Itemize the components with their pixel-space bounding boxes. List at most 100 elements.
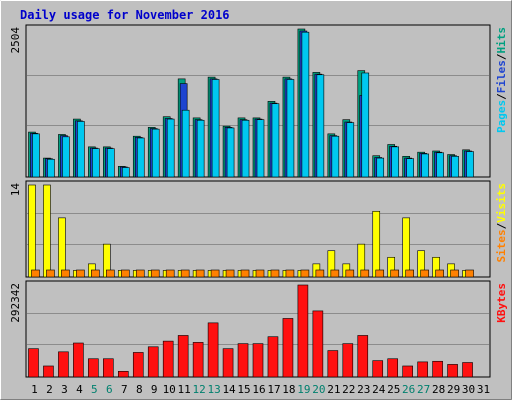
- bar-sites: [61, 269, 70, 278]
- bar-pages: [346, 122, 355, 178]
- bar-pages: [211, 79, 220, 178]
- bar-pages: [181, 109, 190, 178]
- bar-visits: [402, 217, 410, 278]
- bar-kbytes: [88, 358, 99, 378]
- bar-kbytes: [282, 318, 294, 378]
- chart-title: Daily usage for November 2016: [20, 8, 230, 22]
- day-label: 28: [432, 383, 445, 396]
- bar-sites: [435, 269, 444, 278]
- bar-pages: [376, 157, 385, 178]
- bar-kbytes: [327, 350, 339, 378]
- bar-visits: [58, 217, 66, 278]
- bar-kbytes: [28, 348, 39, 378]
- bar-pages: [256, 119, 265, 178]
- bar-pages: [466, 151, 474, 178]
- day-label: 2: [46, 383, 53, 396]
- bar-sites: [360, 269, 370, 278]
- day-label: 26: [402, 383, 415, 396]
- bar-sites: [450, 269, 459, 278]
- bar-kbytes: [342, 343, 354, 378]
- day-label: 24: [372, 383, 386, 396]
- day-label: 19: [297, 383, 310, 396]
- bar-kbytes: [267, 336, 279, 378]
- day-label: 7: [121, 383, 128, 396]
- bar-kbytes: [58, 351, 69, 378]
- bar-sites: [255, 269, 265, 278]
- bar-pages: [77, 121, 85, 178]
- bar-sites: [225, 269, 235, 278]
- legend-kbytes: KBytes: [495, 283, 508, 323]
- bar-kbytes: [447, 364, 458, 378]
- day-label: 30: [462, 383, 475, 396]
- bar-pages: [241, 119, 250, 178]
- legend-files: Files: [495, 60, 508, 93]
- bar-sites: [285, 269, 295, 278]
- bar-sites: [465, 269, 474, 278]
- bar-kbytes: [117, 371, 129, 378]
- day-label: 20: [312, 383, 325, 396]
- bar-kbytes: [222, 348, 234, 378]
- bar-pages: [226, 127, 235, 178]
- legend-visits: Visits: [495, 183, 508, 223]
- bar-sites: [106, 269, 115, 278]
- bar-sites: [270, 269, 280, 278]
- panel-2-max-label: 292342: [9, 283, 22, 323]
- legend-separator: /: [495, 93, 508, 100]
- day-label: 23: [357, 383, 370, 396]
- bar-kbytes: [387, 358, 399, 378]
- panel-2-legend: KBytes: [495, 283, 508, 323]
- bar-kbytes: [297, 284, 309, 378]
- bar-kbytes: [162, 340, 174, 378]
- day-label: 29: [447, 383, 460, 396]
- bar-kbytes: [192, 342, 204, 378]
- bar-pages: [107, 148, 115, 178]
- bar-sites: [300, 269, 310, 278]
- bar-kbytes: [237, 343, 249, 378]
- bar-pages: [451, 156, 459, 178]
- panel-1-legend: Sites/Visits: [495, 183, 508, 263]
- bar-sites: [180, 269, 190, 278]
- bar-pages: [301, 31, 310, 178]
- bar-visits: [43, 184, 51, 278]
- bar-pages: [286, 79, 295, 178]
- bar-pages: [121, 167, 130, 178]
- bar-pages: [331, 135, 340, 178]
- bar-pages: [391, 146, 400, 178]
- bar-kbytes: [357, 335, 369, 378]
- bar-sites: [420, 269, 429, 278]
- day-label: 15: [237, 383, 250, 396]
- day-label: 12: [193, 383, 206, 396]
- bar-sites: [195, 269, 205, 278]
- day-label: 16: [252, 383, 265, 396]
- panel-0-max-label: 2504: [9, 27, 22, 54]
- bar-sites: [76, 269, 85, 278]
- bar-sites: [330, 269, 340, 278]
- bar-visits: [28, 184, 36, 278]
- bar-kbytes: [372, 360, 384, 378]
- bar-pages: [406, 158, 414, 178]
- bar-sites: [165, 269, 175, 278]
- bar-sites: [120, 269, 130, 278]
- panel-1-max-label: 14: [9, 183, 22, 197]
- legend-separator: /: [495, 53, 508, 60]
- day-label: 18: [282, 383, 295, 396]
- day-label: 27: [417, 383, 430, 396]
- bar-kbytes: [43, 365, 54, 378]
- bar-kbytes: [252, 343, 264, 378]
- day-label: 3: [61, 383, 68, 396]
- bar-kbytes: [147, 346, 159, 378]
- bar-sites: [390, 269, 400, 278]
- bar-kbytes: [462, 362, 473, 378]
- bar-sites: [135, 269, 145, 278]
- day-label: 6: [106, 383, 113, 396]
- bar-visits: [372, 210, 381, 278]
- bar-pages: [361, 72, 370, 178]
- bar-sites: [345, 269, 355, 278]
- day-label: 11: [178, 383, 191, 396]
- bar-sites: [91, 269, 100, 278]
- bar-sites: [240, 269, 250, 278]
- day-label: 17: [267, 383, 280, 396]
- legend-pages: Pages: [495, 100, 508, 133]
